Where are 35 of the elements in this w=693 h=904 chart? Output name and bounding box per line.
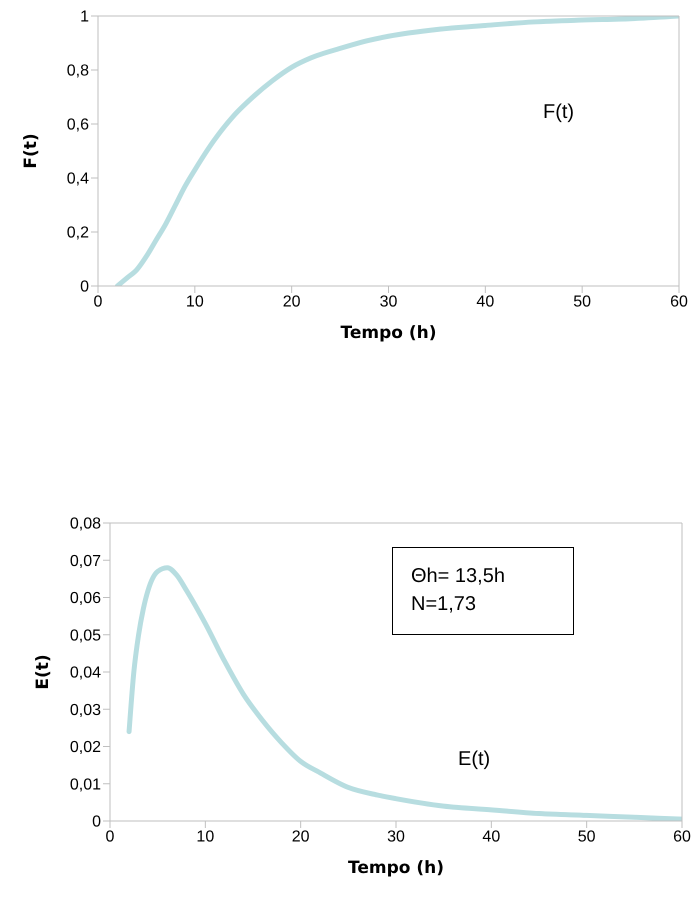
y-tick-label: 0,03	[70, 702, 102, 719]
x-tick-label: 30	[387, 828, 405, 846]
x-tick-label: 20	[292, 828, 310, 846]
y-axis-title: E(t)	[33, 654, 54, 690]
y-tick-label: 0,08	[70, 516, 102, 533]
x-tick-label: 10	[196, 828, 214, 846]
annotation: F(t)	[543, 100, 574, 125]
y-tick-label: 0,01	[70, 776, 102, 794]
y-tick-label: 1	[80, 8, 90, 26]
annotation: E(t)	[458, 747, 490, 772]
y-tick-label: 0,02	[70, 739, 102, 756]
x-tick-label: 60	[673, 828, 691, 846]
y-tick-label: 0,4	[66, 170, 90, 188]
x-tick-label: 40	[476, 293, 494, 310]
y-axis-title: F(t)	[21, 133, 42, 169]
y-tick-label: 0,04	[70, 664, 102, 682]
y-tick-label: 0,6	[66, 116, 90, 134]
y-tick-label: 0,07	[70, 552, 102, 570]
y-tick-label: 0,06	[70, 590, 102, 608]
annotation: Θh= 13,5h N=1,73	[392, 547, 574, 635]
y-tick-label: 0	[80, 278, 90, 296]
x-tick-label: 0	[106, 828, 115, 846]
x-tick-label: 40	[482, 828, 500, 846]
x-tick-label: 30	[380, 293, 398, 310]
x-axis-title: Tempo (h)	[348, 858, 444, 878]
y-tick-label: 0,8	[66, 62, 90, 80]
x-tick-label: 60	[670, 293, 688, 310]
x-tick-label: 20	[282, 293, 301, 310]
y-tick-label: 0	[92, 814, 102, 831]
y-tick-label: 0,05	[70, 627, 102, 644]
x-tick-label: 50	[573, 293, 592, 310]
x-axis-title: Tempo (h)	[340, 323, 436, 343]
x-tick-label: 50	[578, 828, 596, 846]
y-tick-label: 0,2	[66, 224, 90, 242]
x-tick-label: 10	[186, 293, 204, 310]
